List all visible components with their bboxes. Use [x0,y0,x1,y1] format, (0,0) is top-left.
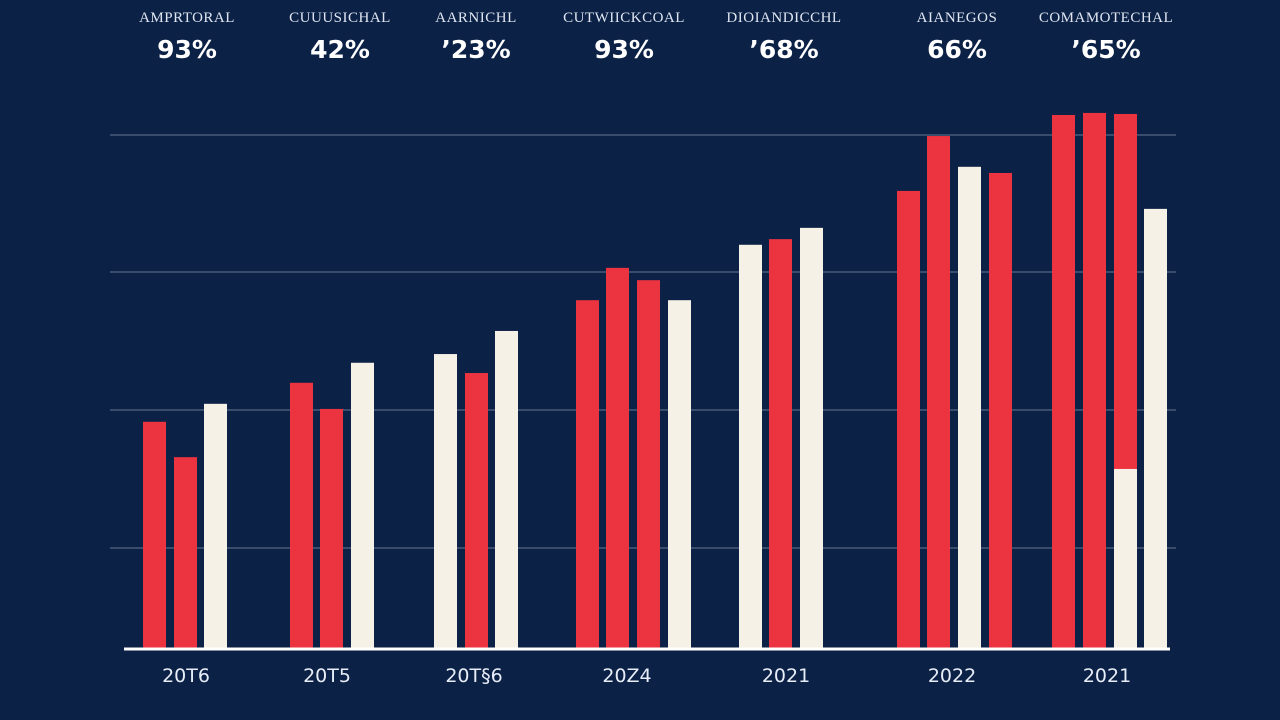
bar [495,330,518,648]
bar [769,239,792,649]
x-tick-label: 2021 [762,665,810,687]
kpi-value: ’23% [441,35,511,64]
kpi-label: COMAMOTECHAL [1038,10,1174,26]
bar [739,244,762,649]
kpi-header: COMAMOTECHAL ’65% [1026,10,1186,64]
kpi-header: AMPRTORAL 93% [107,10,267,64]
kpi-label: AIANEGOS [916,10,998,26]
bar [143,421,166,648]
bar [668,300,691,648]
x-tick-label: 20T5 [303,665,351,687]
bar [958,166,981,648]
bar [174,457,197,648]
kpi-header: CUTWIICKCOAL 93% [544,10,704,64]
x-tick-label: 20T§6 [445,665,502,687]
kpi-label: AARNICHL [435,10,517,26]
bar [320,408,343,648]
x-tick-label: 20T6 [162,665,210,687]
kpi-value: ’68% [749,35,819,64]
bar [290,382,313,648]
x-tick-label: 2022 [928,665,976,687]
kpi-value: 42% [310,35,370,64]
bar [434,354,457,648]
bar [351,362,374,648]
bar [1052,114,1075,649]
bar [800,227,823,648]
kpi-value: 93% [594,35,654,64]
bar [606,267,629,648]
x-tick-label: 2021 [1083,665,1131,687]
bar [637,280,660,648]
bar [1083,112,1106,649]
kpi-value: 66% [927,35,987,64]
kpi-header: CUUUSICHAL 42% [260,10,420,64]
kpi-header: AARNICHL ’23% [396,10,556,64]
bar [927,136,950,648]
kpi-label: DIOIANDICCHL [726,10,842,26]
bar [897,190,920,649]
bar [576,300,599,648]
bar [465,373,488,648]
kpi-label: CUUUSICHAL [289,10,391,26]
bar [989,172,1012,648]
kpi-label: AMPRTORAL [139,10,235,26]
kpi-value: 93% [157,35,217,64]
x-tick-label: 20Z4 [602,665,651,687]
kpi-value: ’65% [1071,35,1141,64]
kpi-header: DIOIANDICCHL ’68% [704,10,864,64]
kpi-header: AIANEGOS 66% [877,10,1037,64]
bar [204,403,227,648]
bar-segment [1114,468,1137,648]
bar [1144,208,1167,648]
kpi-label: CUTWIICKCOAL [563,10,685,26]
